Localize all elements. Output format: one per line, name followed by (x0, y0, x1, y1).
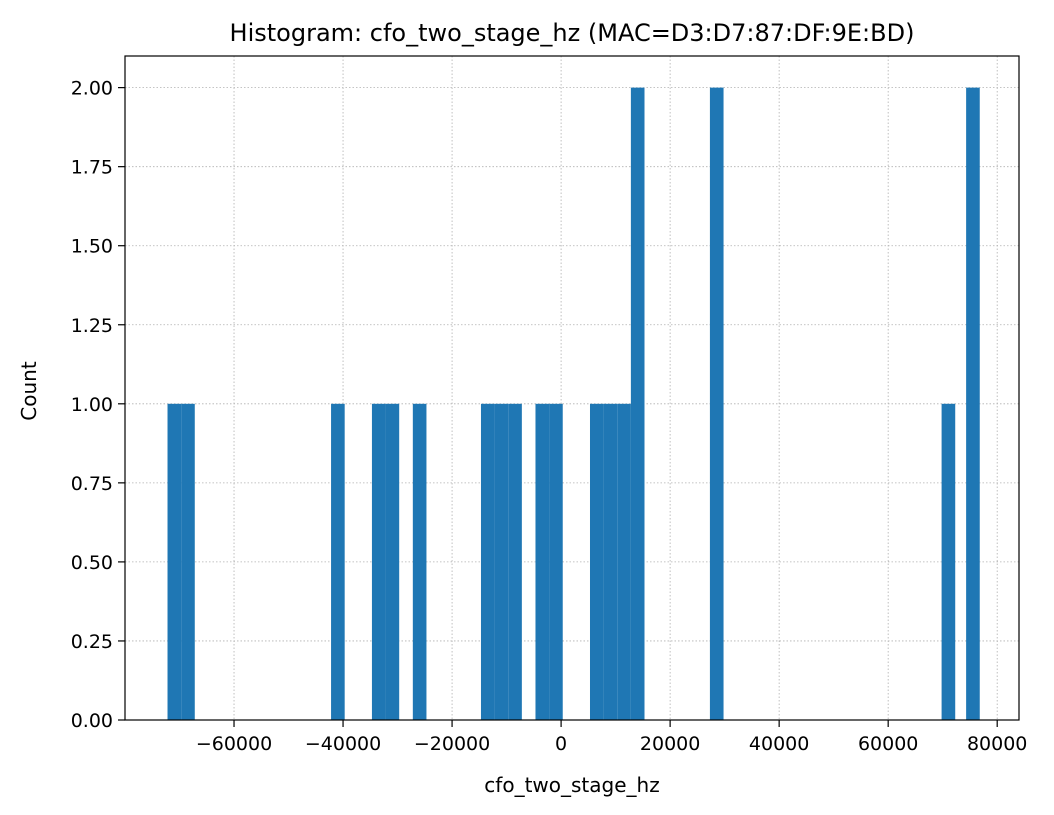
y-tick-label: 1.75 (71, 157, 113, 179)
histogram-bar (941, 403, 956, 720)
x-tick-label: 80000 (967, 733, 1027, 755)
y-tick-label: 2.00 (71, 78, 113, 100)
histogram-bar (385, 403, 400, 720)
histogram-bar (167, 403, 182, 720)
x-tick-label: −40000 (305, 733, 381, 755)
y-tick-label: 0.50 (71, 552, 113, 574)
y-tick-label: 1.00 (71, 394, 113, 416)
histogram-bar (603, 403, 618, 720)
y-tick-label: 0.25 (71, 631, 113, 653)
bars (167, 87, 980, 721)
histogram-bar (494, 403, 509, 720)
y-tick-label: 1.25 (71, 315, 113, 337)
x-tick-label: 20000 (640, 733, 700, 755)
x-tick-label: −20000 (414, 733, 490, 755)
histogram-bar (331, 403, 345, 720)
x-tick-label: 40000 (749, 733, 809, 755)
y-tick-label: 0.75 (71, 473, 113, 495)
histogram-bar (589, 403, 604, 720)
histogram-bar (709, 87, 724, 721)
x-tick-label: −60000 (196, 733, 272, 755)
x-axis-label: cfo_two_stage_hz (484, 773, 659, 797)
chart-title: Histogram: cfo_two_stage_hz (MAC=D3:D7:8… (230, 19, 915, 47)
histogram-bar (412, 403, 427, 720)
histogram-bar (549, 403, 563, 720)
histogram-bar (535, 403, 550, 720)
y-axis-label: Count (17, 361, 41, 421)
histogram-bar (371, 403, 386, 720)
histogram-bar (181, 403, 195, 720)
x-tick-label: 0 (555, 733, 567, 755)
histogram-bar (630, 87, 645, 721)
y-axis-ticks: 0.00 0.25 0.50 0.75 1.00 1.25 1.50 1.75 2.00 (71, 78, 125, 732)
y-tick-label: 0.00 (71, 710, 113, 732)
histogram-bar (480, 403, 495, 720)
histogram-bar (966, 87, 980, 721)
x-axis-ticks: −60000 −40000 −20000 0 20000 40000 60000 80000 (196, 720, 1027, 755)
histogram-bar (617, 403, 631, 720)
histogram-bar (508, 403, 522, 720)
x-tick-label: 60000 (858, 733, 918, 755)
plot-frame (124, 55, 1020, 721)
y-tick-label: 1.50 (71, 236, 113, 258)
